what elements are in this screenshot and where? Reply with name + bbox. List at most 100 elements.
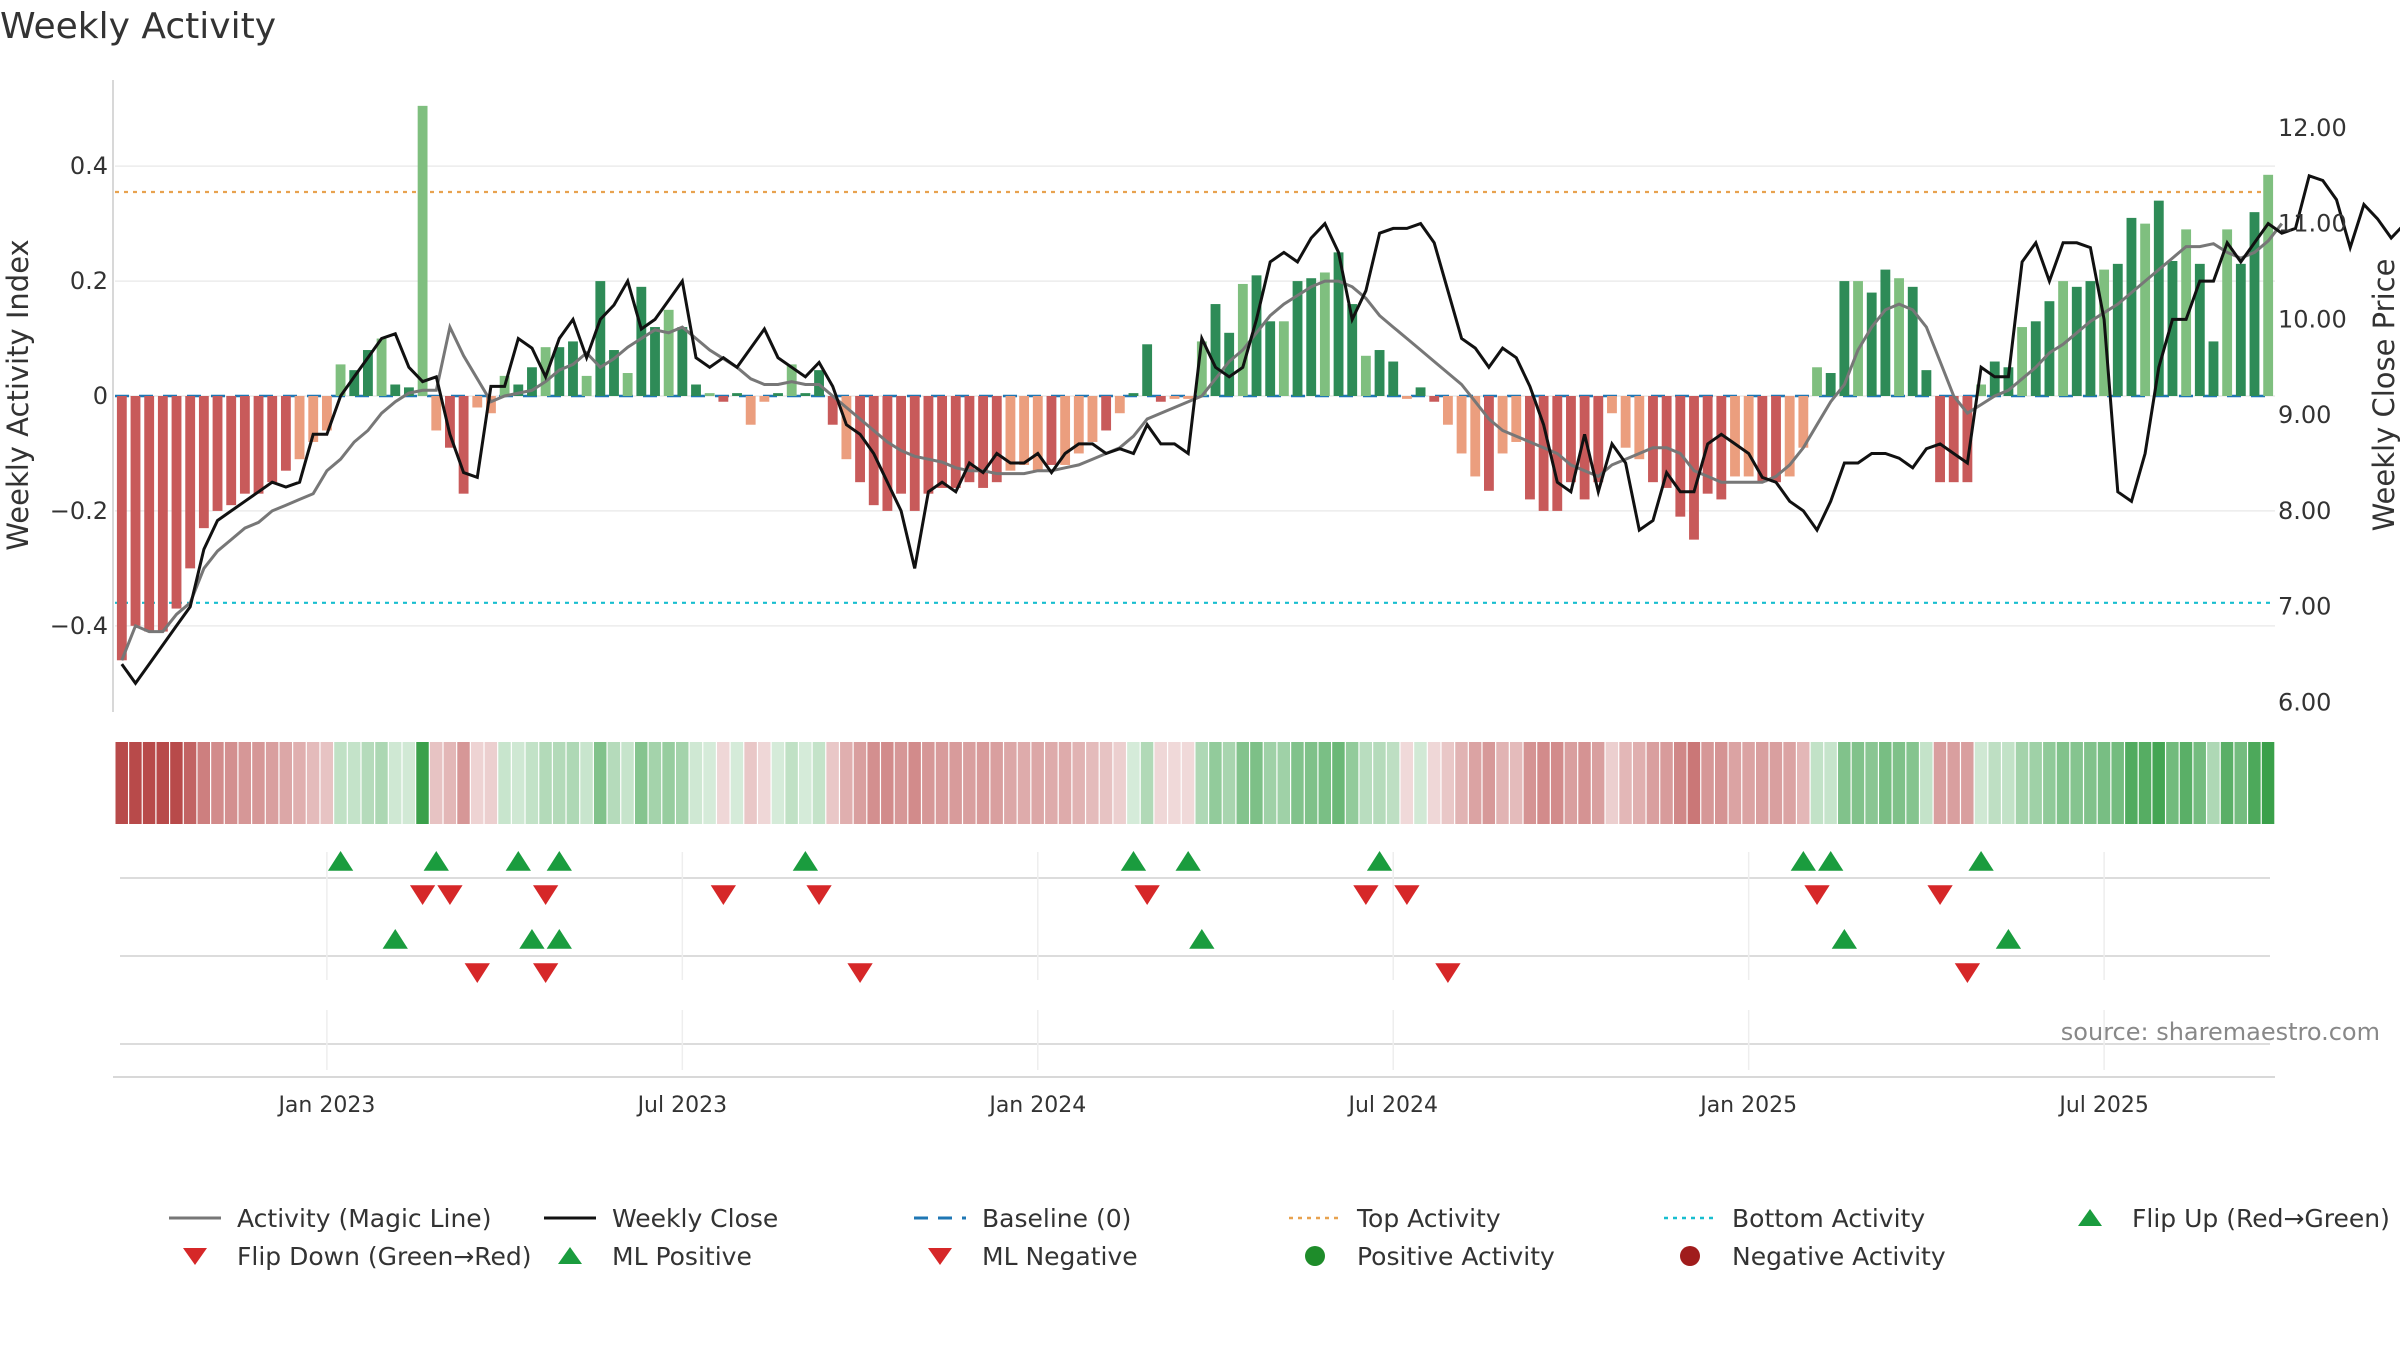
heat-cell — [1961, 742, 1974, 824]
activity-bar — [2235, 263, 2246, 396]
heat-cell — [552, 742, 566, 824]
activity-bar — [321, 396, 332, 431]
flip-down-marker — [1804, 885, 1830, 905]
heat-cell — [1373, 742, 1386, 824]
heat-cell — [388, 742, 402, 824]
legend-label: Weekly Close — [612, 1203, 779, 1233]
activity-bar — [116, 396, 127, 661]
activity-bar — [855, 396, 865, 483]
heat-cell — [224, 742, 238, 824]
heat-cell — [1345, 742, 1359, 824]
heat-cell — [1332, 742, 1345, 824]
flip-down-marker — [1134, 885, 1160, 905]
flip-up-marker — [792, 851, 819, 871]
activity-bar — [1907, 286, 1918, 396]
activity-bar — [1880, 269, 1891, 396]
activity-bar — [144, 396, 155, 632]
heat-cell — [279, 742, 293, 824]
left-tick-label: 0 — [93, 382, 108, 410]
right-tick-label: 9.00 — [2278, 401, 2331, 429]
legend-item: Flip Up (Red→Green) — [2060, 1200, 2390, 1236]
right-tick-label: 8.00 — [2278, 497, 2331, 525]
activity-bar — [1073, 396, 1084, 454]
heat-cell — [963, 742, 976, 824]
activity-bar — [882, 396, 893, 511]
heat-cell — [129, 742, 142, 824]
legend-swatch-icon — [169, 1216, 221, 1220]
legend-item: Activity (Magic Line) — [165, 1200, 491, 1236]
heat-cell — [334, 742, 347, 824]
activity-bar — [909, 396, 920, 511]
heat-cell — [1851, 742, 1865, 824]
activity-bar — [1005, 396, 1016, 471]
activity-bar — [1661, 396, 1672, 488]
heat-cell — [539, 742, 552, 824]
heat-cell — [1838, 742, 1851, 824]
heat-cell — [799, 742, 812, 824]
flip-up-marker — [1120, 851, 1147, 871]
right-tick-label: 6.00 — [2278, 688, 2331, 716]
activity-bar — [1470, 396, 1481, 477]
heat-cell — [1824, 742, 1837, 824]
activity-bar — [1839, 281, 1850, 396]
activity-bar — [2085, 281, 2096, 396]
heat-cell — [1660, 742, 1673, 824]
heat-cell — [935, 742, 949, 824]
activity-bar — [513, 384, 524, 396]
activity-bar — [1634, 396, 1645, 460]
activity-bar — [1784, 396, 1795, 477]
source-credit: source: sharemaestro.com — [2061, 1018, 2380, 1046]
heat-cell — [402, 742, 416, 824]
legend-swatch-icon — [2078, 1209, 2102, 1226]
legend-item: ML Positive — [540, 1238, 752, 1274]
activity-bar — [1210, 304, 1221, 396]
activity-bar — [390, 384, 401, 396]
flip-down-marker — [710, 885, 737, 905]
heat-cell — [812, 742, 826, 824]
heat-cell — [1318, 742, 1332, 824]
ml-positive-marker — [1189, 929, 1215, 949]
heat-cell — [1140, 742, 1154, 824]
activity-bar — [2126, 217, 2137, 396]
heat-cell — [881, 742, 894, 824]
activity-bar — [1429, 396, 1440, 402]
heat-cell — [306, 742, 320, 824]
heat-cell — [1933, 742, 1947, 824]
legend-swatch-icon — [914, 1216, 966, 1220]
legend-label: Baseline (0) — [982, 1203, 1132, 1233]
activity-bar — [1593, 396, 1604, 483]
heat-cell — [320, 742, 334, 824]
heat-cell — [771, 742, 785, 824]
activity-bar — [1401, 396, 1412, 399]
heat-cell — [1455, 742, 1468, 824]
activity-bar — [308, 396, 319, 442]
heat-cell — [634, 742, 648, 824]
heat-cell — [429, 742, 443, 824]
left-tick-label: 0.2 — [70, 267, 108, 295]
chart-title: Weekly Activity — [0, 6, 276, 47]
activity-bar — [2208, 341, 2219, 396]
heat-cell — [211, 742, 224, 824]
heat-cell — [1250, 742, 1263, 824]
heat-cell — [593, 742, 607, 824]
activity-bar — [1962, 396, 1973, 483]
heat-cell — [142, 742, 156, 824]
flip-down-marker — [806, 885, 832, 905]
activity-bar — [198, 396, 209, 529]
legend-swatch-icon — [1305, 1246, 1325, 1266]
heat-cell — [1209, 742, 1222, 824]
flip-up-marker — [505, 851, 531, 871]
heat-cell — [2125, 742, 2138, 824]
heat-cell — [1031, 742, 1044, 824]
heat-cell — [1673, 742, 1687, 824]
activity-bar — [1921, 370, 1932, 396]
heat-cell — [1058, 742, 1072, 824]
activity-bar — [1825, 373, 1836, 396]
left-tick-label: −0.2 — [50, 497, 108, 525]
flip-down-marker — [1394, 885, 1420, 905]
heat-cell — [1414, 742, 1427, 824]
activity-heat-strip — [115, 742, 2275, 824]
activity-bar — [2249, 212, 2260, 396]
heat-cell — [1605, 742, 1619, 824]
activity-bar — [2167, 260, 2178, 396]
